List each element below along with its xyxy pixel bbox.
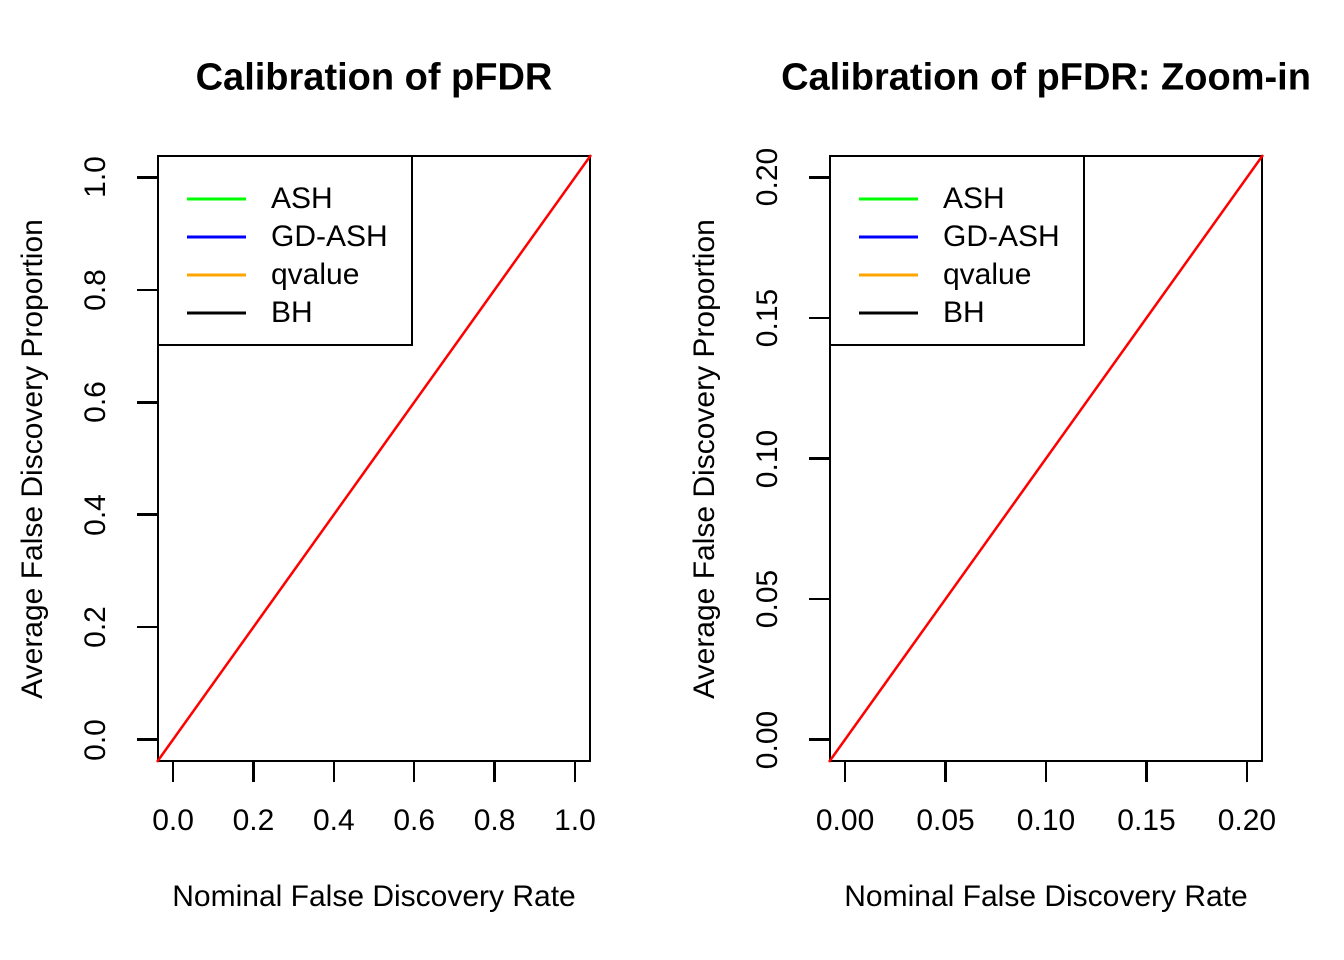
y-tick-label: 0.20: [751, 148, 784, 207]
chart-title: Calibration of pFDR: Zoom-in: [781, 56, 1311, 99]
y-tick-mark: [809, 457, 829, 460]
y-tick-mark: [137, 513, 157, 516]
y-tick-label: 0.10: [751, 429, 784, 488]
legend: ASH GD-ASH qvalue BH: [157, 155, 413, 346]
x-tick-label: 0.4: [312, 804, 355, 837]
plot-box: ASH GD-ASH qvalue BH: [827, 154, 1265, 763]
x-tick-mark: [171, 762, 175, 782]
x-tick-mark: [1044, 762, 1048, 782]
legend-entry-label: GD-ASH: [943, 220, 1060, 253]
legend: ASH GD-ASH qvalue BH: [829, 155, 1085, 346]
identity-line-svg: [155, 154, 593, 763]
x-tick-label: 0.0: [152, 804, 194, 837]
x-tick-label: 0.00: [815, 804, 875, 837]
legend-line-sample: [859, 311, 918, 315]
x-tick-mark: [412, 762, 416, 782]
x-tick-mark: [493, 762, 496, 782]
y-tick-label: 0.00: [751, 710, 784, 769]
legend-line-sample: [859, 197, 918, 201]
y-tick-mark: [137, 288, 157, 292]
x-axis-label: Nominal False Discovery Rate: [844, 880, 1248, 913]
y-tick-mark: [809, 176, 829, 179]
legend-entry-label: ASH: [943, 182, 1005, 215]
x-tick-label: 0.05: [916, 804, 975, 837]
y-tick-mark: [809, 316, 829, 320]
x-tick-mark: [843, 762, 847, 782]
y-tick-mark: [809, 597, 829, 601]
x-tick-mark: [332, 762, 336, 782]
legend-line-sample: [187, 273, 246, 277]
legend-line-sample: [859, 235, 918, 239]
legend-line-sample: [859, 273, 918, 277]
y-tick-label: 0.05: [751, 569, 784, 629]
plot-box: ASH GD-ASH qvalue BH: [155, 154, 593, 763]
y-equals-x-diagonal: [155, 154, 593, 763]
x-tick-mark: [252, 762, 255, 782]
y-tick-mark: [137, 176, 157, 179]
y-equals-x-diagonal: [827, 154, 1265, 763]
y-tick-mark: [137, 625, 157, 629]
x-tick-label: 0.6: [393, 804, 436, 837]
x-tick-label: 0.15: [1117, 804, 1176, 837]
x-axis-label: Nominal False Discovery Rate: [172, 880, 576, 913]
legend-line-sample: [187, 235, 246, 239]
x-tick-label: 0.10: [1016, 804, 1076, 837]
legend-line-sample: [187, 311, 246, 315]
y-tick-mark: [137, 401, 157, 404]
legend-entry-label: qvalue: [943, 258, 1032, 291]
identity-line-svg: [827, 154, 1265, 763]
x-tick-label: 0.2: [232, 804, 275, 837]
chart-title: Calibration of pFDR: [195, 56, 553, 99]
x-tick-label: 1.0: [554, 804, 596, 837]
x-tick-mark: [1145, 762, 1148, 782]
y-axis-label: Average False Discovery Proportion: [688, 218, 721, 699]
x-tick-label: 0.8: [473, 804, 516, 837]
legend-entry-label: qvalue: [271, 258, 360, 291]
legend-entry-label: BH: [271, 296, 313, 329]
x-tick-mark: [1245, 762, 1249, 782]
x-tick-label: 0.20: [1217, 804, 1277, 837]
x-tick-mark: [944, 762, 947, 782]
y-tick-mark: [809, 738, 829, 741]
legend-entry-label: BH: [943, 296, 985, 329]
y-tick-mark: [137, 738, 157, 741]
legend-entry-label: ASH: [271, 182, 333, 215]
x-tick-mark: [573, 762, 577, 782]
legend-line-sample: [187, 197, 246, 201]
y-tick-label: 0.15: [751, 288, 784, 348]
legend-entry-label: GD-ASH: [271, 220, 388, 253]
